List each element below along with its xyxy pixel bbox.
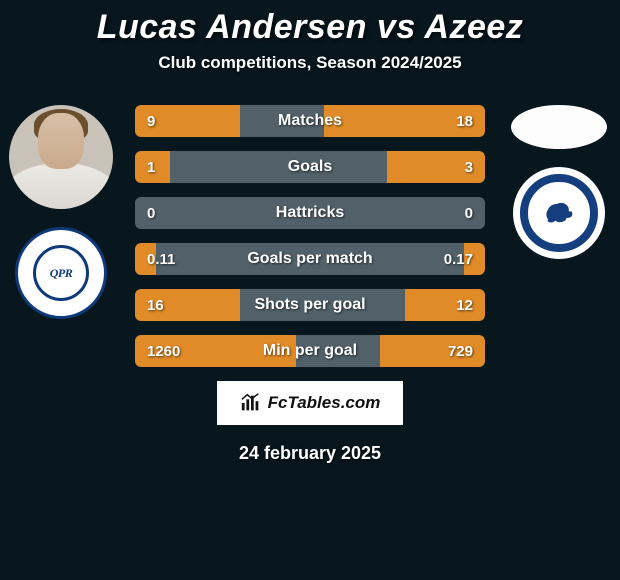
left-player-column: QPR (6, 105, 116, 319)
stat-value-left: 0 (147, 205, 155, 222)
watermark-text: FcTables.com (268, 393, 381, 413)
page-title: Lucas Andersen vs Azeez (0, 0, 620, 47)
stat-row: 9 18 Matches (135, 105, 485, 137)
watermark: FcTables.com (217, 381, 403, 425)
stat-row: 1 3 Goals (135, 151, 485, 183)
stat-row: 0 0 Hattricks (135, 197, 485, 229)
right-player-photo (511, 105, 607, 149)
stat-value-left: 9 (147, 113, 155, 130)
stat-row: 16 12 Shots per goal (135, 289, 485, 321)
chart-icon (240, 392, 262, 414)
stat-value-right: 729 (448, 343, 473, 360)
lion-icon (541, 195, 577, 231)
stat-row: 0.11 0.17 Goals per match (135, 243, 485, 275)
page-subtitle: Club competitions, Season 2024/2025 (0, 53, 620, 73)
right-club-badge (513, 167, 605, 259)
comparison-panel: QPR 9 18 Matches 1 3 Goals 0 0 Hattricks 0.11 0.17… (0, 105, 620, 367)
stat-value-right: 0 (465, 205, 473, 222)
left-club-badge: QPR (15, 227, 107, 319)
stat-row: 1260 729 Min per goal (135, 335, 485, 367)
stat-label: Goals per match (247, 250, 372, 268)
right-player-column (504, 105, 614, 259)
stat-value-right: 3 (465, 159, 473, 176)
stat-rows: 9 18 Matches 1 3 Goals 0 0 Hattricks 0.11 0.17 Goal… (135, 105, 485, 367)
stat-value-left: 16 (147, 297, 164, 314)
stat-label: Matches (278, 112, 342, 130)
stat-label: Goals (288, 158, 332, 176)
stat-value-left: 0.11 (147, 251, 175, 268)
qpr-badge-text: QPR (33, 245, 90, 302)
stat-value-right: 12 (456, 297, 473, 314)
stat-label: Shots per goal (254, 296, 365, 314)
left-player-photo (9, 105, 113, 209)
stat-value-right: 0.17 (444, 251, 473, 268)
stat-value-left: 1260 (147, 343, 180, 360)
stat-label: Hattricks (276, 204, 344, 222)
stat-value-left: 1 (147, 159, 155, 176)
stat-label: Min per goal (263, 342, 357, 360)
stat-value-right: 18 (456, 113, 473, 130)
date-text: 24 february 2025 (0, 443, 620, 464)
